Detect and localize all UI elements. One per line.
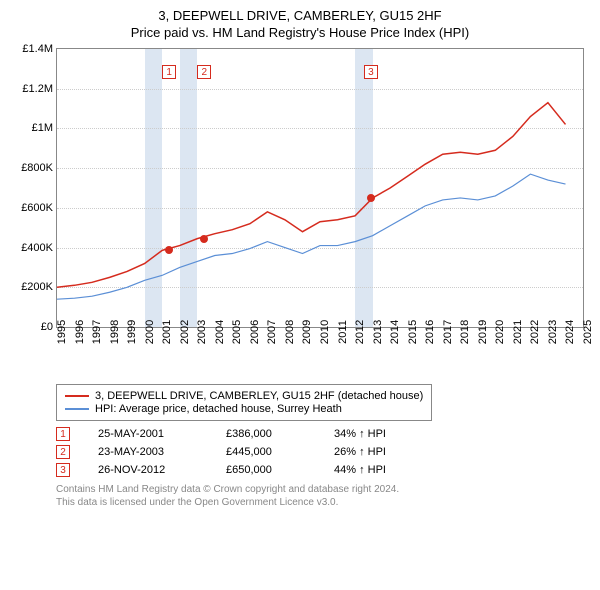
legend-swatch-subject: [65, 395, 89, 397]
sale-marker-dot: [200, 235, 208, 243]
sales-marker-2: 2: [56, 445, 70, 459]
y-tick-label: £1.4M: [22, 43, 57, 55]
sale-marker-flag: 3: [364, 65, 378, 79]
sale-marker-dot: [165, 246, 173, 254]
sales-marker-1: 1: [56, 427, 70, 441]
sales-row-3: 3 26-NOV-2012 £650,000 44% ↑ HPI: [56, 463, 590, 477]
legend-item-hpi: HPI: Average price, detached house, Surr…: [65, 403, 423, 415]
chart-lines-svg: [57, 49, 583, 327]
sales-date-3: 26-NOV-2012: [98, 464, 198, 476]
sale-marker-flag: 1: [162, 65, 176, 79]
sale-marker-flag: 2: [197, 65, 211, 79]
sales-row-1: 1 25-MAY-2001 £386,000 34% ↑ HPI: [56, 427, 590, 441]
sales-price-1: £386,000: [226, 428, 306, 440]
chart-subtitle: Price paid vs. HM Land Registry's House …: [10, 25, 590, 40]
sales-date-1: 25-MAY-2001: [98, 428, 198, 440]
legend-box: 3, DEEPWELL DRIVE, CAMBERLEY, GU15 2HF (…: [56, 384, 432, 421]
sales-date-2: 23-MAY-2003: [98, 446, 198, 458]
chart-area: £0£200K£400K£600K£800K£1M£1.2M£1.4M123 1…: [56, 48, 584, 378]
footer-line1: Contains HM Land Registry data © Crown c…: [56, 483, 590, 496]
sales-vs-1: 34% ↑ HPI: [334, 428, 386, 440]
sales-row-2: 2 23-MAY-2003 £445,000 26% ↑ HPI: [56, 445, 590, 459]
sales-price-3: £650,000: [226, 464, 306, 476]
chart-title-address: 3, DEEPWELL DRIVE, CAMBERLEY, GU15 2HF: [10, 8, 590, 23]
y-tick-label: £800K: [21, 162, 57, 174]
y-tick-label: £400K: [21, 242, 57, 254]
sales-vs-2: 26% ↑ HPI: [334, 446, 386, 458]
legend-label-subject: 3, DEEPWELL DRIVE, CAMBERLEY, GU15 2HF (…: [95, 390, 423, 402]
sales-marker-3: 3: [56, 463, 70, 477]
y-tick-label: £0: [41, 321, 57, 333]
x-tick-label: 2025: [582, 320, 594, 344]
y-tick-label: £1M: [32, 122, 57, 134]
sales-vs-3: 44% ↑ HPI: [334, 464, 386, 476]
y-tick-label: £600K: [21, 202, 57, 214]
legend-swatch-hpi: [65, 408, 89, 410]
sales-price-2: £445,000: [226, 446, 306, 458]
legend-item-subject: 3, DEEPWELL DRIVE, CAMBERLEY, GU15 2HF (…: [65, 390, 423, 402]
sale-marker-dot: [367, 194, 375, 202]
chart-container: 3, DEEPWELL DRIVE, CAMBERLEY, GU15 2HF P…: [0, 0, 600, 517]
footer-attribution: Contains HM Land Registry data © Crown c…: [56, 483, 590, 509]
legend-label-hpi: HPI: Average price, detached house, Surr…: [95, 403, 342, 415]
y-tick-label: £1.2M: [22, 83, 57, 95]
sales-table: 1 25-MAY-2001 £386,000 34% ↑ HPI 2 23-MA…: [56, 427, 590, 477]
plot-region: £0£200K£400K£600K£800K£1M£1.2M£1.4M123: [56, 48, 584, 328]
footer-line2: This data is licensed under the Open Gov…: [56, 496, 590, 509]
y-tick-label: £200K: [21, 281, 57, 293]
